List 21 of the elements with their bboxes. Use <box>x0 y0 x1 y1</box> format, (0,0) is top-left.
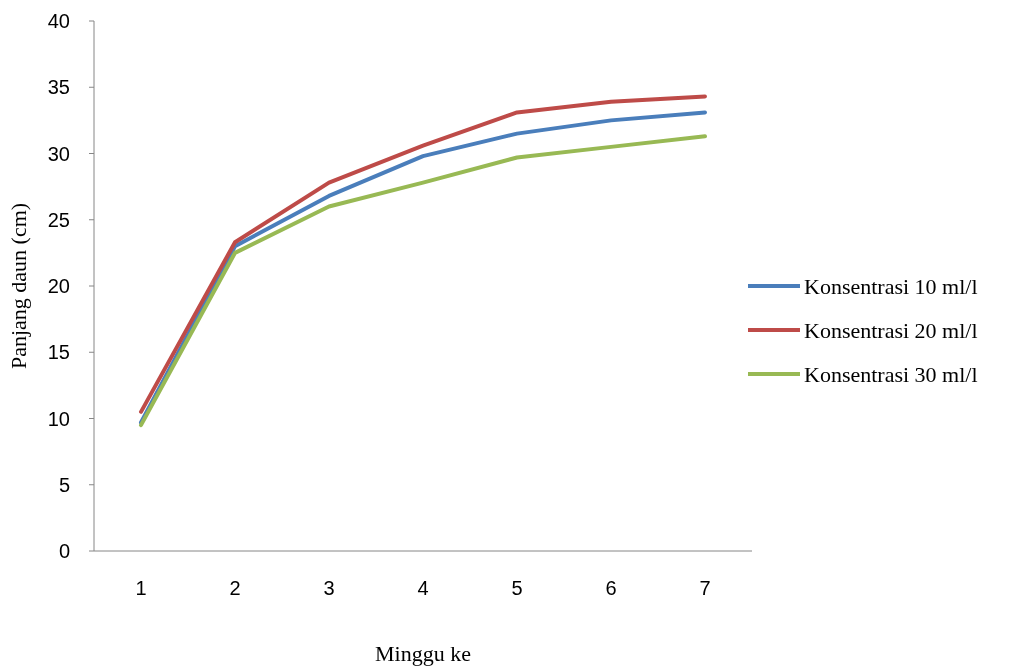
y-tick-label: 30 <box>47 142 70 165</box>
x-tick-label: 4 <box>417 577 429 599</box>
legend-label: Konsentrasi 10 ml/l <box>804 273 978 299</box>
y-tick-label: 35 <box>47 76 70 99</box>
y-tick-label: 15 <box>47 341 70 364</box>
x-tick-label: 1 <box>135 577 147 599</box>
x-axis-title: Minggu ke <box>375 641 471 666</box>
x-tick-label: 3 <box>323 577 335 599</box>
y-tick-label: 40 <box>47 10 70 32</box>
y-tick-label: 25 <box>47 208 70 231</box>
y-tick-label: 20 <box>47 275 70 297</box>
legend-label: Konsentrasi 20 ml/l <box>804 317 978 343</box>
x-tick-label: 6 <box>605 577 617 599</box>
x-tick-label: 7 <box>699 577 711 599</box>
x-tick-label: 2 <box>229 577 241 599</box>
x-tick-label: 5 <box>511 577 523 599</box>
y-tick-label: 10 <box>47 407 70 430</box>
y-tick-label: 0 <box>58 540 70 562</box>
y-tick-label: 5 <box>58 473 70 496</box>
y-axis-title: Panjang daun (cm) <box>6 202 31 370</box>
legend-label: Konsentrasi 30 ml/l <box>804 361 978 387</box>
